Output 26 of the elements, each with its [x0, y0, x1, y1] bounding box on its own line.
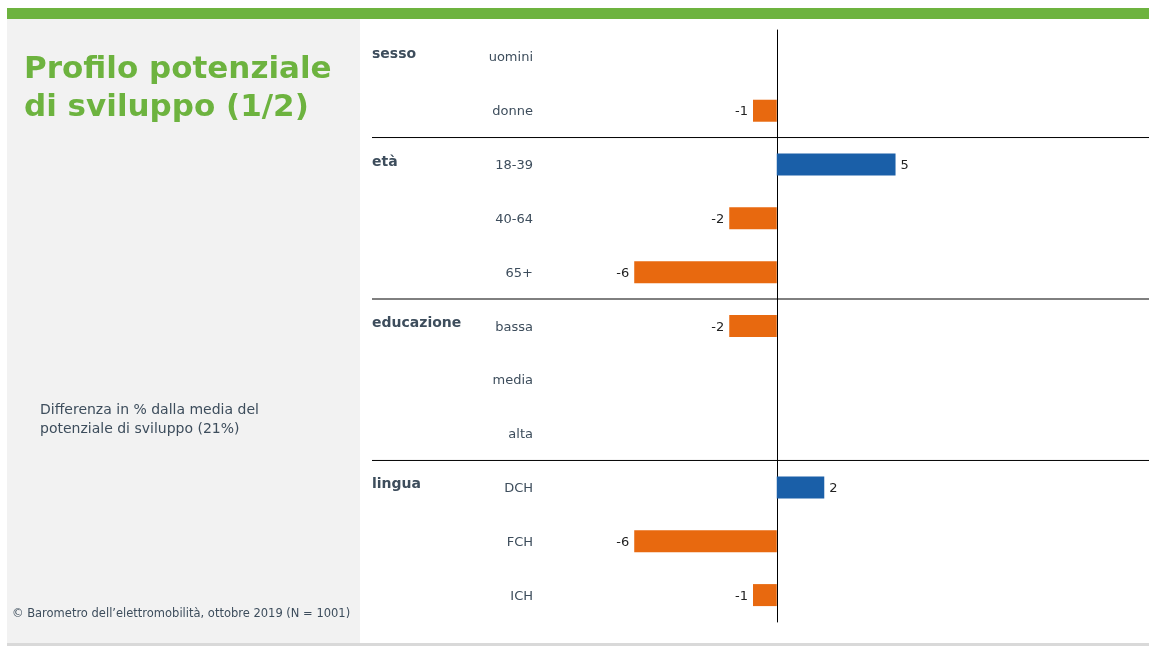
data-label: -1	[735, 103, 749, 119]
data-label: 2	[829, 479, 838, 495]
y-tick-label: uomini	[488, 49, 533, 65]
text: lingua	[372, 475, 421, 492]
data-label: -6	[616, 264, 630, 280]
y-tick-label: media	[492, 372, 533, 388]
y-tick-label: alta	[508, 426, 533, 442]
text: © Barometro dell’elettromobilità, ottobre 2019 (N = 1001)	[12, 606, 352, 620]
y-tick-label: donne	[492, 103, 533, 119]
y-tick-label: 18-39	[495, 157, 533, 173]
text: educazione	[372, 314, 462, 330]
data-label: -1	[735, 587, 749, 603]
y-tick-label: FCH	[506, 533, 533, 549]
data-label: -2	[711, 210, 725, 226]
y-tick-label: DCH	[504, 479, 533, 495]
text: Differenza in % dalla media del potenziale di sviluppo (21%)	[40, 400, 260, 438]
y-tick-label: 65+	[505, 264, 533, 280]
y-tick-label: ICH	[510, 587, 533, 603]
text: Profilo potenziale di sviluppo (1/2)	[24, 48, 333, 124]
y-tick-label: bassa	[495, 318, 533, 334]
data-label: -2	[711, 318, 725, 334]
text: età	[372, 152, 398, 169]
data-label: -6	[616, 533, 630, 549]
y-tick-label: 40-64	[495, 210, 533, 226]
text: sesso	[372, 44, 417, 61]
data-label: 5	[900, 157, 909, 173]
